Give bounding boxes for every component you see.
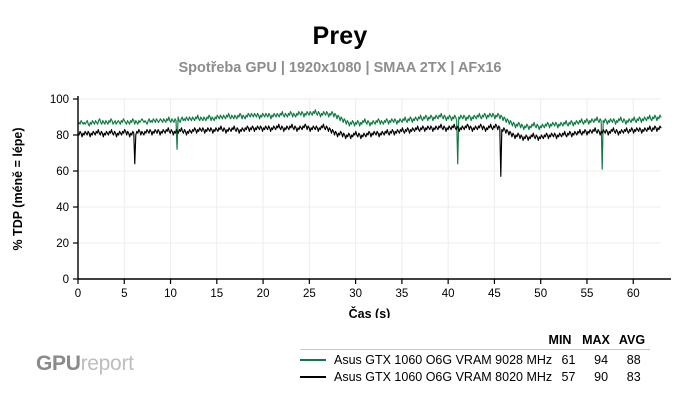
svg-text:20: 20 xyxy=(257,288,270,300)
legend-divider xyxy=(300,349,650,350)
legend-header: MIN MAX AVG xyxy=(300,333,650,349)
svg-text:50: 50 xyxy=(534,288,547,300)
svg-text:55: 55 xyxy=(581,288,594,300)
legend-col-max: MAX xyxy=(582,333,610,347)
legend: MIN MAX AVG Asus GTX 1060 O6G VRAM 9028 … xyxy=(300,333,650,384)
svg-text:0: 0 xyxy=(75,288,81,300)
svg-text:80: 80 xyxy=(56,130,69,142)
plot-area: 0 20 40 60 80 100 0 5 10 15 20 25 30 35 40 45 50 55 60 Čas … xyxy=(0,88,680,318)
legend-value-max: 94 xyxy=(594,353,609,367)
legend-value-max: 90 xyxy=(594,370,609,384)
legend-series-label: Asus GTX 1060 O6G VRAM 9028 MHz xyxy=(334,353,553,367)
svg-text:0: 0 xyxy=(63,274,69,286)
svg-text:40: 40 xyxy=(442,288,455,300)
legend-color-swatch xyxy=(300,376,326,378)
legend-col-avg: AVG xyxy=(618,333,646,347)
legend-row: Asus GTX 1060 O6G VRAM 8020 MHz 57 90 83 xyxy=(300,367,650,384)
legend-series-label: Asus GTX 1060 O6G VRAM 8020 MHz xyxy=(334,370,553,384)
site-watermark: GPUreport xyxy=(36,352,134,376)
legend-value-min: 57 xyxy=(561,370,576,384)
legend-col-min: MIN xyxy=(548,333,572,347)
line-chart: 0 20 40 60 80 100 0 5 10 15 20 25 30 35 40 45 50 55 60 Čas … xyxy=(11,94,671,318)
svg-text:60: 60 xyxy=(627,288,640,300)
svg-text:% TDP (méně = lépe): % TDP (méně = lépe) xyxy=(11,127,25,250)
legend-color-swatch xyxy=(300,359,326,361)
svg-text:40: 40 xyxy=(56,202,69,214)
legend-value-min: 61 xyxy=(561,353,576,367)
svg-text:35: 35 xyxy=(395,288,408,300)
legend-value-avg: 88 xyxy=(626,353,641,367)
svg-text:45: 45 xyxy=(488,288,501,300)
svg-text:5: 5 xyxy=(121,288,127,300)
watermark-light: report xyxy=(80,352,134,375)
svg-text:20: 20 xyxy=(56,238,69,250)
chart-subtitle: Spotřeba GPU | 1920x1080 | SMAA 2TX | AF… xyxy=(178,60,502,76)
watermark-bold: GPU xyxy=(36,352,81,375)
svg-text:Čas (s): Čas (s) xyxy=(349,306,391,318)
svg-text:60: 60 xyxy=(56,166,69,178)
svg-text:10: 10 xyxy=(164,288,177,300)
page-title: Prey xyxy=(312,22,368,50)
svg-text:15: 15 xyxy=(210,288,223,300)
svg-text:30: 30 xyxy=(349,288,362,300)
legend-row: Asus GTX 1060 O6G VRAM 9028 MHz 61 94 88 xyxy=(300,350,650,367)
legend-value-avg: 83 xyxy=(626,370,641,384)
svg-text:100: 100 xyxy=(50,94,69,106)
svg-text:25: 25 xyxy=(303,288,316,300)
